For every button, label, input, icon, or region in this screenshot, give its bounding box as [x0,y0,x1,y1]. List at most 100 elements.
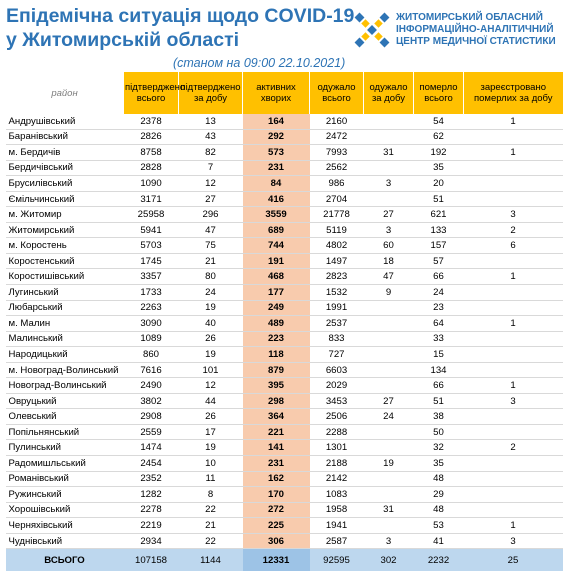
deaths-daily-cell [463,362,563,379]
recovered-total-cell: 1083 [309,486,364,503]
deaths-total-cell: 29 [413,486,464,503]
deaths-daily-cell: 6 [463,237,563,254]
confirmed-daily-cell: 19 [178,439,243,457]
district-cell: Житомирський [5,222,124,239]
confirmed-total-cell: 3802 [123,393,179,410]
table-row: Чуднівський 2934 22 306 2587 3 41 3 [5,533,563,550]
recovered-total-cell: 1301 [309,439,364,457]
column-header-confirmed-total: підтверджено всього [123,72,185,114]
recovered-total-cell: 1497 [309,253,364,270]
district-cell: Радомишльський [5,455,124,472]
recovered-total-cell: 2823 [309,268,364,286]
recovered-daily-cell [363,362,414,379]
confirmed-daily-cell: 12 [178,175,243,192]
table-row: Романівський 2352 11 162 2142 48 [5,471,563,488]
recovered-total-cell: 2562 [309,160,364,177]
deaths-total-cell: 621 [413,206,464,223]
recovered-total-cell: 2506 [309,408,364,425]
column-header-deaths-daily: зареєстровано померлих за добу [463,72,563,114]
deaths-total-cell: 57 [413,253,464,270]
recovered-daily-cell [363,129,414,146]
deaths-daily-cell: 1 [463,268,563,286]
active-cases-cell: 118 [242,346,310,363]
recovered-total-cell: 1958 [309,502,364,519]
deaths-total-cell: 192 [413,144,464,161]
district-cell: Малинський [5,331,124,348]
recovered-daily-cell: 31 [363,502,414,519]
deaths-daily-cell [463,175,563,192]
confirmed-total-cell: 2490 [123,377,179,394]
active-cases-cell: 292 [242,129,310,146]
table-row: Малинський 1089 26 223 833 33 [5,331,563,348]
table-row: м. Бердичів 8758 82 573 7993 31 192 1 [5,144,563,161]
recovered-total-cell: 2472 [309,129,364,146]
deaths-daily-cell [463,408,563,425]
district-cell: Бердичівський [5,160,124,177]
deaths-daily-cell [463,331,563,348]
org-name-line-2: ІНФОРМАЦІЙНО-АНАЛІТИЧНИЙ [396,24,554,35]
recovered-daily-cell [363,346,414,363]
district-cell: Овруцький [5,393,124,410]
confirmed-daily-cell: 101 [178,362,243,379]
confirmed-total-cell: 2352 [123,471,179,488]
deaths-daily-cell [463,486,563,503]
recovered-total-cell: 1941 [309,517,364,534]
active-cases-cell: 162 [242,471,310,488]
deaths-total-cell: 134 [413,362,464,379]
organization-name: ЖИТОМИРСЬКИЙ ОБЛАСНИЙ ІНФОРМАЦІЙНО-АНАЛІ… [396,12,565,48]
table-row: Брусилівський 1090 12 84 986 3 20 [5,175,563,192]
deaths-total-cell: 64 [413,315,464,332]
table-row: Пулинський 1474 19 141 1301 32 2 [5,439,563,457]
table-row: Баранівський 2826 43 292 2472 62 [5,129,563,146]
confirmed-daily-cell: 26 [178,331,243,348]
district-cell: Хорошівський [5,502,124,519]
recovered-daily-cell [363,439,414,457]
title-line-2: у Житомирській області [6,29,240,51]
recovered-total-cell: 833 [309,331,364,348]
recovered-total-cell: 2537 [309,315,364,332]
deaths-total-cell: 20 [413,175,464,192]
active-cases-cell: 164 [242,114,310,130]
deaths-daily-cell [463,502,563,519]
confirmed-daily-cell: 296 [178,206,243,223]
district-cell: м. Бердичів [5,144,124,161]
confirmed-total-cell: 5941 [123,222,179,239]
district-cell: Баранівський [5,129,124,146]
recovered-total-cell: 4802 [309,237,364,254]
district-cell: Лугинський [5,284,124,301]
deaths-daily-cell [463,455,563,472]
recovered-total-cell: 986 [309,175,364,192]
column-header-recovered-total: одужало всього [309,72,364,114]
deaths-total-cell: 24 [413,284,464,301]
confirmed-total-cell: 2934 [123,533,179,550]
table-row: Овруцький 3802 44 298 3453 27 51 3 [5,393,563,410]
district-cell: Романівський [5,471,124,488]
confirmed-daily-cell: 10 [178,455,243,472]
recovered-daily-cell: 3 [363,533,414,550]
table-row: Попільнянський 2559 17 221 2288 50 [5,424,563,441]
confirmed-total-cell: 1733 [123,284,179,301]
district-cell: Андрушівський [5,114,124,130]
recovered-total-cell: 2587 [309,533,364,550]
recovered-daily-cell [363,191,414,208]
recovered-total-cell: 1532 [309,284,364,301]
deaths-daily-cell [463,129,563,146]
confirmed-total-cell: 1474 [123,439,179,457]
active-cases-cell: 306 [242,533,310,550]
table-header-row: район підтверджено всього підтверджено з… [5,72,563,114]
recovered-total-cell: 727 [309,346,364,363]
confirmed-daily-cell: 7 [178,160,243,177]
recovered-total-cell: 2160 [309,114,364,130]
active-cases-cell: 225 [242,517,310,534]
recovered-daily-cell [363,300,414,317]
deaths-total-cell: 62 [413,129,464,146]
confirmed-daily-cell: 12 [178,377,243,394]
recovered-daily-cell [363,114,414,130]
district-cell: Черняхівський [5,517,124,534]
table-row: Бердичівський 2828 7 231 2562 35 [5,160,563,177]
confirmed-daily-cell: 44 [178,393,243,410]
district-cell: Попільнянський [5,424,124,441]
deaths-total-cell: 53 [413,517,464,534]
confirmed-total-cell: 860 [123,346,179,363]
deaths-total-cell: 66 [413,377,464,394]
